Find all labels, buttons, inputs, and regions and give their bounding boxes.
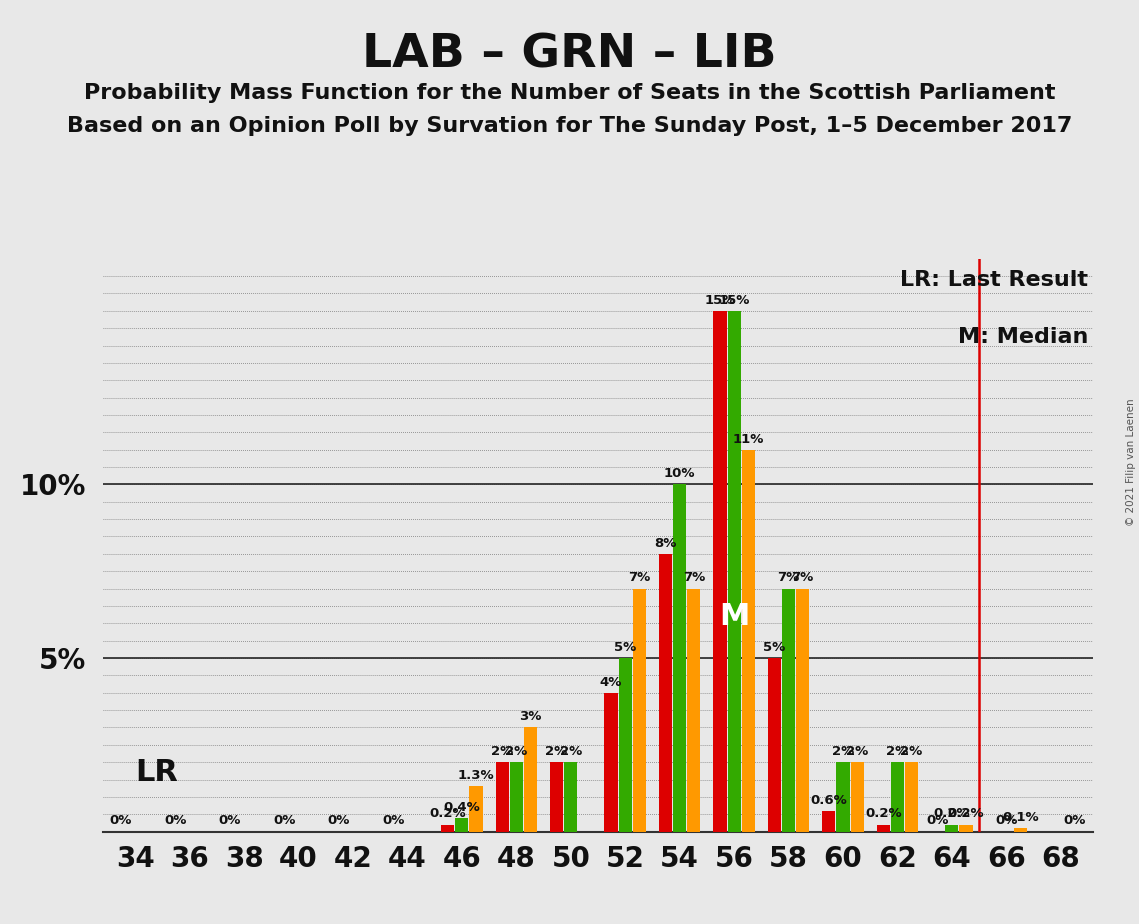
Bar <box>441 824 454 832</box>
Text: 2%: 2% <box>559 745 582 758</box>
Bar <box>633 589 646 832</box>
Text: 0%: 0% <box>382 814 404 827</box>
Text: 0%: 0% <box>328 814 350 827</box>
Text: 2%: 2% <box>846 745 868 758</box>
Text: 2%: 2% <box>831 745 854 758</box>
Bar <box>524 727 538 832</box>
Text: 2%: 2% <box>901 745 923 758</box>
Bar <box>891 762 904 832</box>
Text: 11%: 11% <box>732 432 764 445</box>
Bar <box>945 824 958 832</box>
Bar <box>782 589 795 832</box>
Bar <box>564 762 577 832</box>
Text: 7%: 7% <box>778 571 800 584</box>
Text: 2%: 2% <box>546 745 567 758</box>
Bar <box>687 589 700 832</box>
Bar <box>658 553 672 832</box>
Text: 7%: 7% <box>792 571 814 584</box>
Text: 8%: 8% <box>654 537 677 550</box>
Text: 3%: 3% <box>519 711 542 723</box>
Bar <box>877 824 890 832</box>
Text: 0%: 0% <box>219 814 241 827</box>
Bar <box>673 484 686 832</box>
Bar <box>713 310 727 832</box>
Text: 0.2%: 0.2% <box>865 808 902 821</box>
Text: Based on an Opinion Poll by Survation for The Sunday Post, 1–5 December 2017: Based on an Opinion Poll by Survation fo… <box>67 116 1072 136</box>
Bar <box>469 786 483 832</box>
Text: 0%: 0% <box>1064 814 1087 827</box>
Text: 0%: 0% <box>164 814 187 827</box>
Bar <box>618 658 632 832</box>
Bar <box>456 818 468 832</box>
Bar <box>836 762 850 832</box>
Text: © 2021 Filip van Laenen: © 2021 Filip van Laenen <box>1126 398 1136 526</box>
Text: 0%: 0% <box>109 814 132 827</box>
Text: 5%: 5% <box>614 641 637 654</box>
Text: 7%: 7% <box>682 571 705 584</box>
Bar <box>959 824 973 832</box>
Text: 0%: 0% <box>273 814 295 827</box>
Bar <box>1014 828 1027 832</box>
Text: 2%: 2% <box>886 745 909 758</box>
Text: 4%: 4% <box>600 675 622 688</box>
Text: Probability Mass Function for the Number of Seats in the Scottish Parliament: Probability Mass Function for the Number… <box>84 83 1055 103</box>
Bar <box>728 310 740 832</box>
Text: 0.2%: 0.2% <box>934 808 970 821</box>
Bar <box>495 762 509 832</box>
Bar <box>796 589 810 832</box>
Bar <box>741 450 755 832</box>
Bar <box>822 810 835 832</box>
Text: M: Median: M: Median <box>958 327 1089 347</box>
Text: LAB – GRN – LIB: LAB – GRN – LIB <box>362 32 777 78</box>
Text: 0.2%: 0.2% <box>429 808 466 821</box>
Text: 2%: 2% <box>506 745 527 758</box>
Text: 7%: 7% <box>629 571 650 584</box>
Bar <box>550 762 563 832</box>
Bar <box>851 762 863 832</box>
Text: 15%: 15% <box>719 294 749 307</box>
Bar <box>906 762 918 832</box>
Text: M: M <box>719 602 749 631</box>
Bar <box>605 693 617 832</box>
Text: 10%: 10% <box>664 468 696 480</box>
Text: 0.4%: 0.4% <box>443 800 481 813</box>
Bar <box>768 658 781 832</box>
Text: 0%: 0% <box>995 814 1017 827</box>
Text: LR: LR <box>136 758 178 787</box>
Text: 2%: 2% <box>491 745 514 758</box>
Text: 15%: 15% <box>704 294 736 307</box>
Text: LR: Last Result: LR: Last Result <box>901 270 1089 290</box>
Text: 1.3%: 1.3% <box>458 770 494 783</box>
Bar <box>510 762 523 832</box>
Text: 0.1%: 0.1% <box>1002 811 1039 824</box>
Text: 0%: 0% <box>926 814 949 827</box>
Text: 0.2%: 0.2% <box>948 808 984 821</box>
Text: 0.6%: 0.6% <box>811 794 847 807</box>
Text: 5%: 5% <box>763 641 786 654</box>
